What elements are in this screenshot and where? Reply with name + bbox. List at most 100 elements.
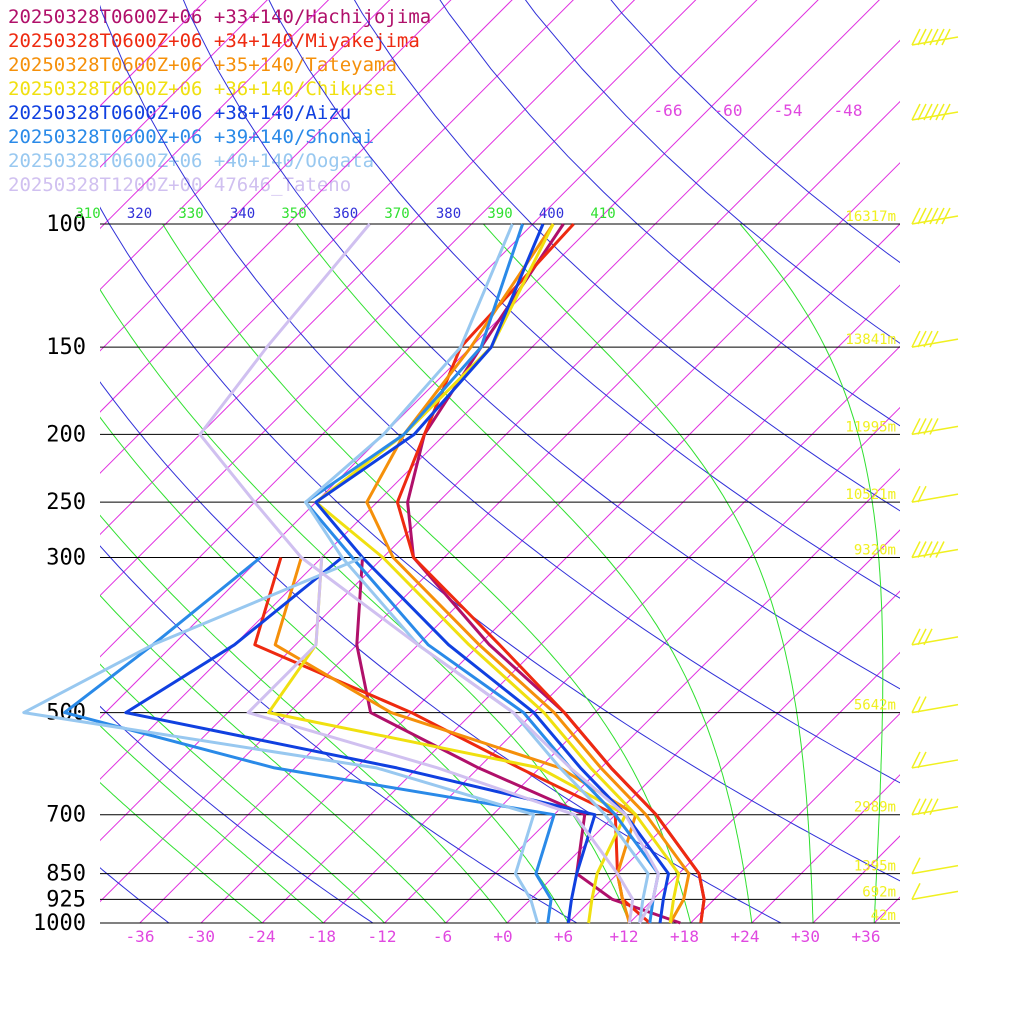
wind-barb-flag — [941, 103, 951, 121]
isotherm-line — [812, 835, 900, 923]
isotherm-line — [935, 0, 1024, 923]
wind-barb-flag — [923, 28, 933, 46]
wind-barb-staff — [911, 759, 959, 769]
wind-barb — [911, 207, 959, 225]
wind-barb-flag — [911, 207, 921, 225]
dry-adiabat-line — [439, 0, 900, 427]
wind-barb-flag — [917, 798, 927, 816]
isotherm-line — [567, 590, 900, 923]
legend-entry: 20250328T1200Z+00 47646_Tateno — [8, 174, 352, 196]
wind-barb-flag — [911, 751, 921, 769]
temperature-tick-label: +24 — [731, 927, 760, 946]
wind-barb-flag — [935, 103, 945, 121]
wind-barb — [911, 882, 959, 901]
wind-barb-flag — [917, 751, 927, 769]
wind-barb — [911, 628, 959, 646]
temperature-tick-label: +36 — [852, 927, 881, 946]
wind-barb — [911, 485, 959, 503]
pressure-label: 200 — [46, 422, 86, 447]
wind-barb-flag — [911, 28, 921, 46]
wind-barb — [911, 696, 959, 714]
wind-barb-flag — [911, 418, 921, 435]
temperature-tick-label: +12 — [610, 927, 639, 946]
theta-label: 410 — [590, 206, 615, 222]
temperature-tick-label: +6 — [554, 927, 573, 946]
wind-barb-flag — [917, 628, 927, 646]
wind-barb-flag — [911, 485, 921, 503]
wind-barb — [911, 330, 959, 348]
theta-label: 400 — [539, 206, 564, 222]
dewpoint-profile — [22, 556, 540, 924]
height-label: 11995m — [845, 419, 896, 435]
temperature-tick-label: -24 — [247, 927, 276, 946]
wind-barb-flag — [917, 418, 927, 435]
wind-barb-flag — [941, 28, 951, 46]
wind-barb-staff — [911, 890, 959, 901]
wind-barb-flag — [935, 207, 945, 225]
wind-barb-staff — [911, 425, 959, 436]
isotherm-line — [100, 0, 513, 413]
dry-adiabat-line — [100, 705, 374, 923]
legend-entry: 20250328T0600Z+06 +34+140/Miyakejima — [8, 30, 420, 52]
height-label: 13841m — [845, 332, 896, 348]
wind-barb-flag — [923, 798, 933, 816]
isotherm-line — [629, 651, 900, 923]
height-label: 9320m — [854, 543, 896, 559]
wind-barb-flag — [917, 207, 927, 225]
isotherm-line — [100, 0, 574, 474]
wind-barb-flag — [911, 330, 921, 348]
isotherm-line — [100, 0, 758, 658]
wind-barb — [911, 418, 959, 436]
temperature-profile — [314, 223, 670, 924]
temperature-tick-label: -36 — [126, 927, 155, 946]
wind-barb-flag — [911, 798, 921, 816]
height-label: 692m — [862, 884, 896, 900]
height-label: 42m — [871, 908, 896, 924]
wind-barb-flag — [929, 798, 939, 816]
wind-barb — [911, 798, 959, 816]
wind-barb-flag — [923, 628, 933, 646]
legend-entry: 20250328T0600Z+06 +38+140/Aizu — [8, 102, 352, 124]
isotherm-line — [100, 0, 391, 291]
isotherm-line — [100, 0, 268, 168]
isotherm-line — [100, 0, 452, 352]
wind-barb — [911, 751, 959, 769]
wind-barb — [911, 28, 959, 46]
dewpoint-profile — [355, 557, 681, 925]
isotherm-line — [997, 0, 1024, 923]
pressure-label: 100 — [46, 212, 86, 237]
wind-barb-staff — [911, 338, 959, 348]
wind-barb-flag — [923, 207, 933, 225]
theta-label: 340 — [230, 206, 255, 222]
isotherm-line — [751, 774, 900, 923]
background-lines — [100, 0, 1024, 923]
temperature-tick-label: -18 — [307, 927, 336, 946]
isotherm-line — [100, 0, 330, 230]
pressure-label: 250 — [46, 490, 86, 515]
wind-barb-flag — [911, 882, 921, 900]
wind-barb-flag — [923, 103, 933, 121]
dewpoint-profile — [253, 557, 651, 925]
wind-barb-flag — [935, 541, 945, 558]
dry-adiabat-line — [268, 0, 900, 599]
wind-barb-flag — [929, 541, 939, 558]
wind-barb — [911, 857, 959, 875]
wind-barb-flag — [911, 541, 921, 558]
wind-barb-flag — [929, 103, 939, 121]
wind-barb — [911, 541, 959, 559]
theta-label: 320 — [127, 206, 152, 222]
moist-adiabat-line — [100, 288, 630, 923]
legend: 20250328T0600Z+06 +33+140/Hachijojima 202… — [8, 5, 431, 197]
pressure-label: 925 — [46, 887, 86, 912]
moist-adiabat-line — [100, 781, 263, 923]
wind-barb-flag — [911, 857, 921, 874]
theta-label: 380 — [436, 206, 461, 222]
wind-barb-staff — [911, 493, 959, 503]
temperature-tick-label: +30 — [791, 927, 820, 946]
legend-entry: 20250328T0600Z+06 +33+140/Hachijojima — [8, 6, 432, 28]
wind-barb-flag — [917, 541, 927, 558]
dry-adiabat-line — [100, 867, 170, 923]
isotherm-line — [506, 529, 900, 923]
upper-temperature-label: -66 — [654, 101, 683, 120]
